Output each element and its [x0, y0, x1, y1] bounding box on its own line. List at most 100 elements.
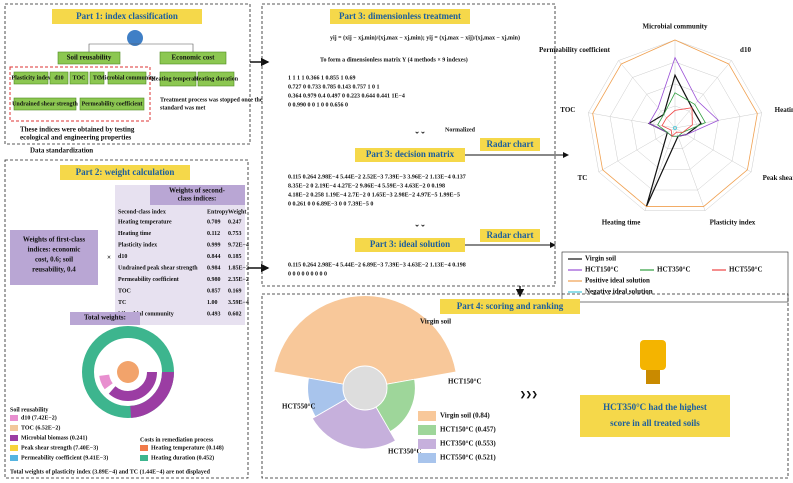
rose-label: HCT550°C	[282, 403, 316, 411]
table-cell: TOC	[118, 288, 131, 294]
table-cell: 1.85E−2	[228, 265, 249, 271]
matrix-row: 0 0.990 0 0 1 0 0 0.656 0	[288, 102, 348, 108]
times-icon: ×	[107, 254, 111, 262]
part3-box	[261, 3, 556, 287]
legend-label: Peak shear strength (7.40E−3)	[21, 444, 98, 451]
legend-label: HCT150°C	[585, 266, 619, 274]
table-cell: Heating temperature	[118, 219, 172, 225]
matrix-row: 4.18E−2 0.258 1.19E−4 2.7E−2 0 1.65E−3 2…	[288, 192, 460, 198]
radar-line	[672, 125, 678, 131]
title-bar	[355, 238, 465, 252]
legend-swatch	[140, 455, 148, 461]
table-cell: 0.980	[207, 277, 221, 283]
index-box	[197, 71, 235, 87]
legend-swatch	[10, 415, 18, 421]
table-cell: 0.753	[228, 231, 242, 237]
table-cell: 0.185	[228, 254, 242, 260]
legend-swatch	[10, 445, 18, 451]
first-class-text: cost, 0.6; soil	[35, 256, 73, 264]
legend-title: Soil reusability	[10, 407, 48, 413]
ideal-title: Part 3: ideal solution	[370, 239, 450, 249]
index-box	[69, 71, 89, 85]
index-label: Microbial community	[99, 75, 155, 81]
radar-line	[657, 92, 706, 137]
radar-axis-label: TOC	[560, 106, 575, 114]
rose-wedge	[311, 387, 396, 450]
legend-swatch	[418, 439, 436, 449]
conclusion: score in all treated soils	[610, 418, 700, 428]
chevrons: ❯❯❯	[520, 391, 538, 399]
ring	[117, 361, 139, 383]
radar-axis-label: Peak shear strength	[763, 174, 793, 182]
matrix-row: 8.35E−2 0 2.19E−4 4.27E−2 9.86E−4 5.59E−…	[288, 183, 445, 189]
table-cell: 0.169	[228, 288, 242, 294]
radar-grid	[631, 83, 719, 170]
matrix-row: 0.115 0.264 2.98E−4 5.44E−2 6.89E−3 7.39…	[288, 262, 466, 268]
table-cell: Heating time	[118, 231, 151, 237]
conclusion-box	[580, 395, 730, 437]
table-title-bg	[150, 185, 245, 205]
radar-axis-label: Heating time	[602, 219, 641, 227]
part4-box	[261, 293, 789, 479]
legend-label: Negative ideal solution	[585, 288, 653, 296]
radar-line	[661, 107, 693, 138]
legend-label: HCT150°C (0.457)	[440, 426, 496, 434]
title-bar	[330, 9, 470, 24]
index-label: Undrained shear strength	[12, 101, 78, 107]
index-label: d10	[54, 75, 63, 81]
matrix-row: 0.727 0 0.733 0.785 0.143 0.757 1 0 1	[288, 84, 380, 90]
table-cell: TC	[118, 300, 126, 306]
footnote: Total weights of plasticity index (3.89E…	[10, 468, 211, 475]
radar-line	[592, 39, 758, 207]
radar-axis-label: Microbial community	[642, 22, 708, 30]
table-cell: 0.999	[207, 242, 221, 248]
first-class-text: indices: economic	[28, 246, 81, 254]
matrix-row: 1 1 1 1 0.366 1 0.855 1 0.69	[288, 75, 356, 81]
note: Treatment process was stopped once the	[160, 97, 263, 103]
part1-title: Part 1: index classification	[76, 11, 178, 21]
radar-grid	[609, 61, 741, 191]
formula: yij = (xij − xj,min)/(xj,max − xj,min); …	[330, 34, 520, 41]
radar-grid	[653, 105, 697, 149]
radar-axis-label: Plasticity index	[710, 219, 756, 227]
connector	[88, 43, 194, 52]
soil-group	[9, 66, 151, 122]
formula-note: To form a dimensionless matrix Y (4 meth…	[320, 56, 468, 63]
index-box	[89, 71, 105, 85]
rose-label: HCT350°C	[388, 448, 422, 456]
radar-axis	[644, 127, 676, 211]
table-cell: 9.72E−4	[228, 242, 249, 248]
part4-title: Part 4: scoring and ranking	[457, 301, 564, 311]
rose-core	[342, 365, 388, 411]
part1-box	[4, 3, 251, 145]
legend-label: TOC (6.52E−2)	[21, 424, 60, 431]
index-label: Heating duration	[194, 76, 239, 82]
table-cell: 0.844	[207, 254, 221, 260]
matrix-row: 0 0 0 0 0 0 0 0 0	[288, 271, 327, 277]
part3-title: Part 3: dimensionless treatment	[339, 11, 461, 21]
index-box	[107, 71, 147, 85]
table-cell: 1.00	[207, 300, 218, 306]
note: These indices were obtained by testing	[20, 126, 135, 134]
table-header: Weight	[228, 209, 246, 215]
index-label: Heating temperature	[151, 76, 205, 82]
legend-swatch	[10, 425, 18, 431]
legend-label: Permeability coefficient (9.41E−3)	[21, 454, 108, 461]
index-box	[13, 71, 49, 85]
note: standard was met	[160, 105, 205, 111]
table-cell: Plasticity index	[118, 242, 157, 248]
radar-axis-label: d10	[740, 46, 751, 54]
table-cell: 0.602	[228, 311, 242, 317]
first-class-text: Weights of first-class	[23, 236, 85, 244]
legend-label: Microbial biomass (0.241)	[21, 434, 87, 441]
part2-box	[4, 159, 249, 479]
matrix-row: 0.115 0.264 2.98E−4 5.44E−2 2.52E−3 7.39…	[288, 174, 466, 180]
legend-title: Costs in remediation process	[140, 437, 214, 443]
radar-axis	[588, 112, 676, 129]
donut	[82, 326, 174, 418]
rose-wedge	[273, 295, 457, 389]
table-title: class indices:	[178, 195, 217, 203]
matrix-row: 0.364 0.979 0.4 0.497 0 0.223 0.644 0.44…	[288, 93, 405, 99]
table-header: Entropy	[207, 209, 228, 215]
legend-label: Virgin soil	[585, 255, 616, 263]
